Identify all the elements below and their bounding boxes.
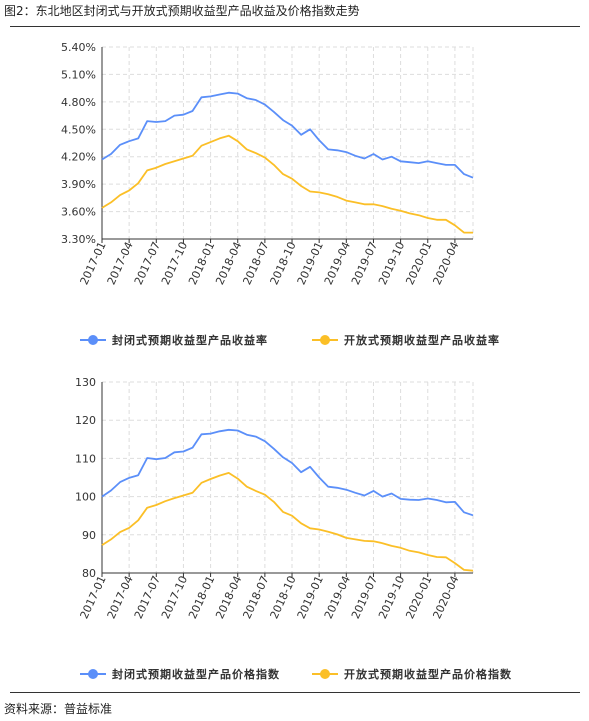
x-tick-label: 2017-04 (105, 240, 136, 287)
x-tick-label: 2018-10 (268, 240, 299, 287)
x-tick-label: 2018-01 (186, 574, 217, 621)
x-tick-label: 2019-10 (376, 240, 407, 287)
y-tick-label: 100 (75, 491, 96, 504)
x-tick-label: 2019-07 (349, 574, 380, 621)
closed-series-line (101, 91, 474, 179)
y-tick-label: 5.40% (61, 41, 96, 54)
x-tick-label: 2018-01 (186, 240, 217, 287)
y-tick-label: 3.90% (61, 178, 96, 191)
y-tick-label: 4.80% (61, 96, 96, 109)
y-tick-label: 80 (82, 567, 96, 580)
legend-marker (88, 669, 98, 679)
x-tick-label: 2020-04 (430, 240, 461, 287)
price-index-chart: 80901001101201302017-012017-042017-07201… (75, 376, 512, 681)
legend-marker (320, 669, 330, 679)
y-tick-label: 3.30% (61, 233, 96, 246)
y-tick-label: 4.20% (61, 151, 96, 164)
x-tick-label: 2019-07 (349, 240, 380, 287)
y-tick-label: 3.60% (61, 206, 96, 219)
x-tick-label: 2018-04 (213, 574, 244, 621)
x-tick-label: 2017-04 (105, 574, 136, 621)
x-tick-label: 2020-01 (403, 240, 434, 287)
x-tick-label: 2017-10 (159, 574, 190, 621)
yield-chart: 3.30% 3.60% 3.90% 4.20% 4.50% 4.80% 5.10% 5.40%… (61, 41, 500, 347)
open-series-line (101, 472, 474, 572)
x-tick-label: 2019-04 (322, 240, 353, 287)
top-rule (10, 26, 580, 27)
bottom-rule (10, 692, 580, 693)
x-tick-label: 2017-01 (78, 240, 109, 287)
legend-label: 开放式预期收益型产品价格指数 (344, 667, 512, 681)
figure-caption: 图2：东北地区封闭式与开放式预期收益型产品收益及价格指数走势 (4, 4, 360, 18)
x-tick-label: 2017-07 (132, 574, 163, 621)
x-tick-label: 2019-10 (376, 574, 407, 621)
y-tick-label: 4.50% (61, 123, 96, 136)
x-tick-label: 2018-07 (240, 574, 271, 621)
x-tick-label: 2018-04 (213, 240, 244, 287)
source-note: 资料来源：普益标准 (4, 702, 113, 716)
y-tick-label: 5.10% (61, 68, 96, 81)
x-tick-label: 2019-01 (295, 240, 326, 287)
x-tick-label: 2017-10 (159, 240, 190, 287)
x-tick-label: 2017-01 (78, 574, 109, 621)
x-tick-label: 2020-04 (430, 574, 461, 621)
open-series-line (101, 134, 473, 234)
x-tick-label: 2019-04 (322, 574, 353, 621)
x-tick-label: 2019-01 (295, 574, 326, 621)
y-tick-label: 120 (75, 414, 96, 427)
y-tick-label: 130 (75, 376, 96, 389)
x-tick-label: 2018-07 (240, 240, 271, 287)
legend-label: 封闭式预期收益型产品收益率 (112, 333, 268, 347)
legend-marker (320, 335, 330, 345)
legend-marker (88, 335, 98, 345)
x-tick-label: 2017-07 (132, 240, 163, 287)
y-tick-label: 90 (82, 529, 96, 542)
x-tick-label: 2020-01 (403, 574, 434, 621)
y-tick-label: 110 (75, 452, 96, 465)
x-tick-label: 2018-10 (268, 574, 299, 621)
legend-label: 封闭式预期收益型产品价格指数 (112, 667, 280, 681)
closed-series-line (101, 428, 474, 517)
legend-label: 开放式预期收益型产品收益率 (344, 333, 500, 347)
